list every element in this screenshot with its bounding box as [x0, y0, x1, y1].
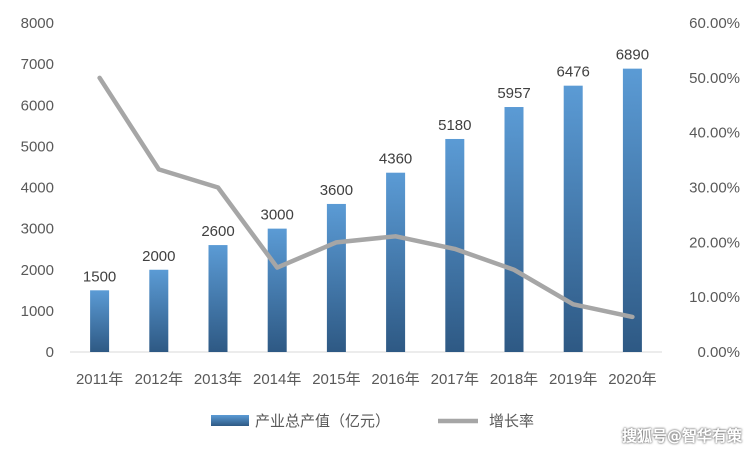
- bar-data-label: 5957: [497, 85, 530, 102]
- y-right-tick-label: 0.00%: [697, 344, 740, 361]
- line-point: [99, 77, 101, 79]
- y-left-tick-label: 7000: [21, 56, 54, 73]
- y-right-tick-label: 50.00%: [689, 70, 740, 87]
- line-point: [513, 269, 515, 271]
- y-left-tick-label: 4000: [21, 180, 54, 197]
- bar-data-label: 5180: [438, 117, 471, 134]
- legend-bar-label: 产业总产值（亿元）: [255, 413, 390, 430]
- bar: [563, 85, 583, 352]
- line-point: [158, 168, 160, 170]
- bar: [445, 138, 465, 352]
- x-tick-label: 2019年: [549, 371, 597, 388]
- bar: [386, 172, 406, 352]
- y-left-tick-label: 0: [46, 344, 54, 361]
- bar: [149, 269, 169, 352]
- bar-data-label: 2600: [201, 223, 234, 240]
- bar: [504, 107, 524, 352]
- x-tick-label: 2011年: [76, 371, 123, 388]
- line-point: [572, 303, 574, 305]
- x-tick-label: 2020年: [608, 371, 656, 388]
- watermark-text: 搜狐号@智华有策: [621, 427, 742, 445]
- line-point: [454, 248, 456, 250]
- legend-line-label: 增长率: [489, 413, 534, 430]
- line-point: [395, 235, 397, 237]
- x-tick-label: 2016年: [371, 371, 419, 388]
- line-point: [335, 241, 337, 243]
- x-tick-label: 2012年: [135, 371, 183, 388]
- bar: [90, 290, 110, 352]
- x-tick-label: 2013年: [194, 371, 242, 388]
- bar: [267, 228, 287, 352]
- legend-bar-swatch: [211, 415, 249, 426]
- bar: [326, 203, 346, 352]
- y-right-tick-label: 10.00%: [689, 289, 740, 306]
- growth-rate-line: [97, 75, 635, 320]
- line-point: [631, 316, 633, 318]
- x-tick-label: 2017年: [431, 371, 479, 388]
- x-tick-label: 2014年: [253, 371, 301, 388]
- y-right-tick-label: 20.00%: [689, 234, 740, 251]
- y-right-tick-label: 60.00%: [689, 15, 740, 32]
- bar: [622, 68, 642, 353]
- bar-data-label: 3600: [320, 182, 353, 199]
- bar-data-label: 3000: [261, 207, 294, 224]
- y-right-tick-label: 40.00%: [689, 125, 740, 142]
- x-tick-label: 2018年: [490, 371, 538, 388]
- y-left-tick-label: 1000: [21, 303, 54, 320]
- line-point: [217, 187, 219, 188]
- bar-data-label: 4360: [379, 151, 412, 168]
- bar-data-label: 1500: [83, 268, 116, 285]
- y-right-tick-label: 30.00%: [689, 180, 740, 197]
- x-tick-label: 2015年: [312, 371, 360, 388]
- bar-data-label: 6890: [616, 47, 649, 64]
- y-left-tick-label: 6000: [21, 97, 54, 114]
- bar-data-label: 6476: [557, 64, 590, 81]
- y-left-tick-label: 5000: [21, 138, 54, 155]
- bar-data-label: 2000: [142, 248, 175, 265]
- y-left-tick-label: 8000: [21, 15, 54, 32]
- line-point: [276, 267, 278, 269]
- y-left-tick-label: 2000: [21, 262, 54, 279]
- bar: [208, 245, 228, 352]
- y-left-tick-label: 3000: [21, 221, 54, 238]
